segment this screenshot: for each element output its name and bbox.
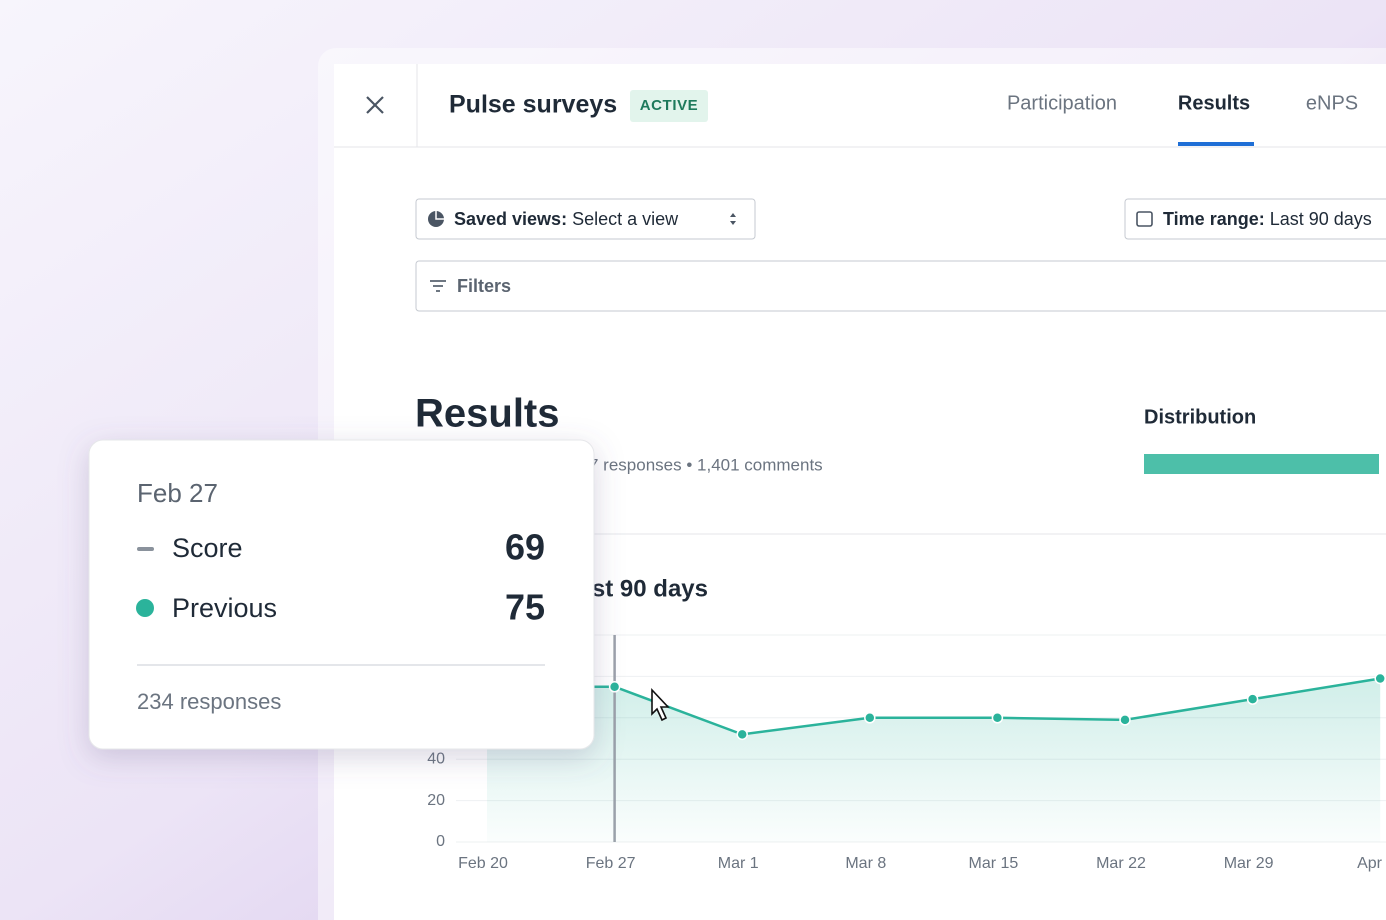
page-title: Pulse surveys [449, 91, 617, 119]
status-badge [630, 90, 708, 122]
results-title: Results [415, 392, 560, 436]
previous-marker [136, 599, 154, 617]
tab[interactable]: Participation [1007, 92, 1117, 114]
filters-box[interactable] [415, 260, 1386, 312]
status-text: ACTIVE [640, 97, 699, 114]
saved-views-select[interactable] [415, 198, 756, 240]
area [487, 678, 1381, 842]
x-tick-label: Mar 29 [1224, 855, 1274, 872]
x-tick-label: Apr 5 [1357, 855, 1386, 872]
time-range: Time range: Last 90 days [1163, 209, 1372, 229]
tooltip-value: 75 [505, 587, 545, 628]
tooltip-box [88, 439, 595, 750]
tab-underline [1178, 142, 1254, 146]
x-tick-label: Mar 15 [969, 855, 1019, 872]
saved-views-label: Saved views: [454, 209, 567, 229]
point [864, 712, 876, 724]
tooltip-footer: 234 responses [137, 689, 281, 714]
tooltip-value: 69 [505, 527, 545, 568]
filter-icon [430, 280, 446, 292]
tab-active[interactable]: Results [1178, 92, 1250, 114]
point [1246, 693, 1259, 705]
tooltip-label: Previous [172, 593, 277, 623]
close-button[interactable] [366, 96, 384, 114]
line [487, 677, 1381, 736]
time-range-value: Last 90 days [1270, 209, 1372, 229]
x-tick-label: Feb 20 [458, 855, 508, 872]
x-tick-label: Feb 27 [586, 855, 636, 872]
point [1374, 672, 1386, 685]
x-tick-label: Mar 8 [845, 855, 886, 872]
point [991, 712, 1004, 724]
tooltip-label: Score [172, 533, 243, 563]
distribution-title: Distribution [1144, 406, 1256, 428]
filters[interactable]: Filters [457, 276, 511, 296]
tab[interactable]: eNPS [1306, 92, 1358, 114]
y-tick-label: 0 [436, 833, 445, 850]
cursor [651, 687, 670, 722]
tooltip-date: Feb 27 [137, 478, 218, 508]
x-tick-label: Mar 22 [1096, 855, 1146, 872]
select-arrows [730, 213, 736, 225]
x-tick-label: Mar 1 [718, 855, 759, 872]
results-summary: 7 responses • 1,401 comments [589, 455, 823, 474]
point [1119, 714, 1131, 726]
y-tick-label: 20 [427, 792, 445, 809]
calendar-icon [1136, 211, 1153, 227]
time-range-label: Time range: [1163, 209, 1265, 229]
saved-views-value: Select a view [572, 209, 679, 229]
saved-views: Saved views: Select a view [454, 209, 679, 229]
point [608, 681, 621, 693]
tooltip: Feb 27 Score 69 Previous 75 234 response… [88, 439, 595, 750]
y-tick-label: 40 [427, 750, 445, 767]
time-range-select[interactable] [1124, 198, 1386, 240]
score-marker [137, 547, 154, 551]
distribution-bar [1144, 454, 1379, 474]
pie-icon [435, 211, 444, 220]
point [736, 728, 748, 741]
